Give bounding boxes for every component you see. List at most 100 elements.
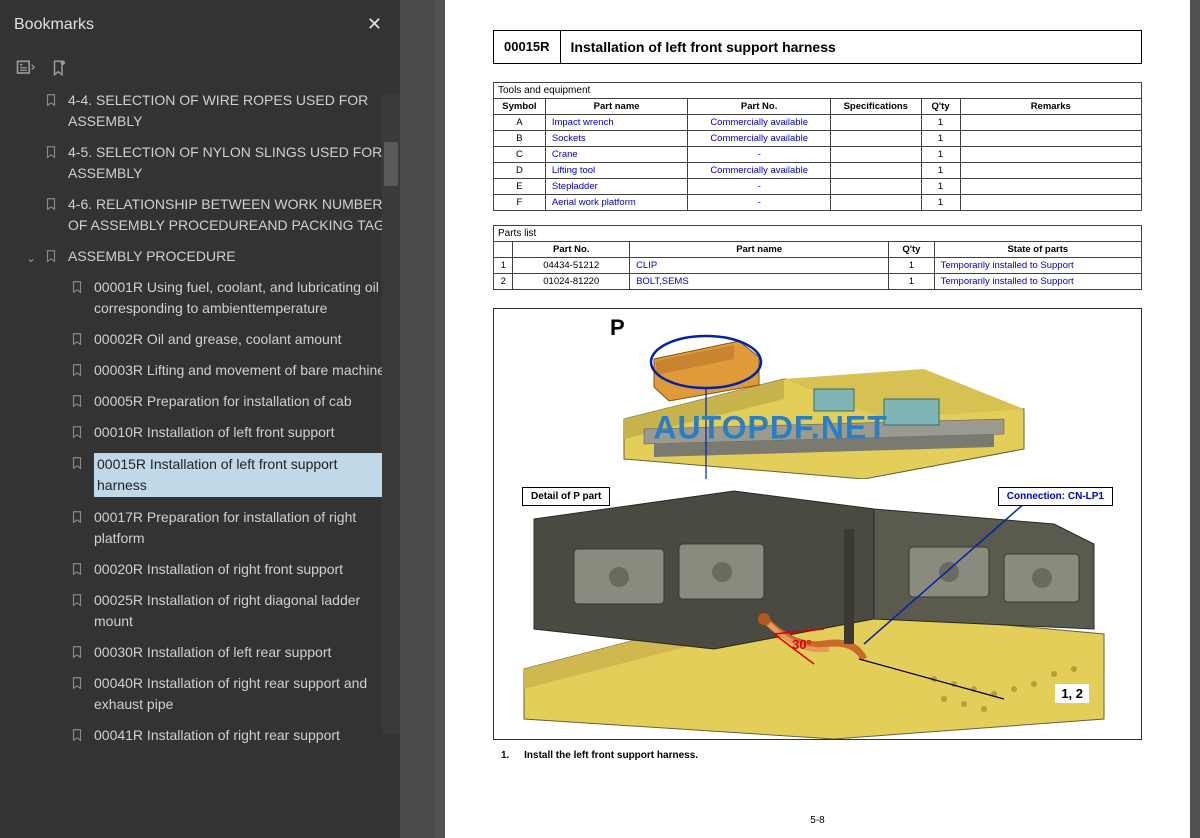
- bookmark-item[interactable]: 4-4. SELECTION OF WIRE ROPES USED FOR AS…: [14, 91, 392, 137]
- close-icon[interactable]: ✕: [363, 10, 386, 39]
- table-cell: CLIP: [630, 258, 889, 274]
- options-icon[interactable]: [14, 57, 36, 79]
- table-row: DLifting toolCommercially available 1: [494, 163, 1142, 179]
- bookmark-item[interactable]: 00040R Installation of right rear suppor…: [14, 668, 392, 720]
- bookmark-icon: [44, 144, 60, 162]
- table-cell: [830, 147, 921, 163]
- bookmark-label: 00002R Oil and grease, coolant amount: [94, 329, 388, 350]
- bookmark-item[interactable]: 00017R Preparation for installation of r…: [14, 502, 392, 554]
- table-header: Q'ty: [889, 242, 934, 258]
- splitter[interactable]: [400, 0, 435, 838]
- figure-top: P: [494, 309, 1141, 489]
- bookmark-list[interactable]: 4-4. SELECTION OF WIRE ROPES USED FOR AS…: [0, 91, 400, 838]
- page-area: AUTOPDF.NET 00015R Installation of left …: [435, 0, 1200, 838]
- bookmark-item[interactable]: 00030R Installation of left rear support: [14, 637, 392, 668]
- bookmark-label: 00030R Installation of left rear support: [94, 642, 388, 663]
- bookmark-item[interactable]: 00015R Installation of left front suppor…: [14, 448, 392, 502]
- table-cell: [960, 163, 1141, 179]
- bookmark-item[interactable]: 4-6. RELATIONSHIP BETWEEN WORK NUMBER OF…: [14, 189, 392, 241]
- bookmark-item[interactable]: ⌄ ASSEMBLY PROCEDURE: [14, 241, 392, 272]
- table-cell: Crane: [545, 147, 688, 163]
- table-cell: Temporarily installed to Support: [934, 274, 1141, 290]
- bookmark-icon: [70, 424, 86, 442]
- bookmark-label: 00020R Installation of right front suppo…: [94, 559, 388, 580]
- bookmark-item[interactable]: 00010R Installation of left front suppor…: [14, 417, 392, 448]
- table-cell: -: [688, 195, 831, 211]
- bookmark-label: 00025R Installation of right diagonal la…: [94, 590, 388, 632]
- bookmark-item[interactable]: 00041R Installation of right rear suppor…: [14, 720, 392, 751]
- caption-text: Install the left front support harness.: [524, 750, 698, 761]
- table-cell: 1: [921, 115, 960, 131]
- table-header: Part name: [630, 242, 889, 258]
- table-cell: F: [494, 195, 546, 211]
- parts-table: Part No.Part nameQ'tyState of parts 1044…: [493, 241, 1142, 290]
- table-cell: 1: [921, 195, 960, 211]
- figure-bottom: Detail of P part Connection: CN-LP1: [494, 489, 1141, 739]
- parts-callout: 1, 2: [1055, 684, 1089, 703]
- table-cell: Aerial work platform: [545, 195, 688, 211]
- table-row: CCrane-1: [494, 147, 1142, 163]
- bookmark-label: 4-5. SELECTION OF NYLON SLINGS USED FOR …: [68, 142, 388, 184]
- scrollbar-thumb[interactable]: [384, 142, 398, 186]
- bookmark-icon: [70, 561, 86, 579]
- chevron-down-icon[interactable]: ⌄: [26, 249, 42, 267]
- table-row: 104434-51212CLIP1Temporarily installed t…: [494, 258, 1142, 274]
- connection-label: Connection: CN-LP1: [998, 487, 1113, 506]
- table-cell: 1: [921, 179, 960, 195]
- table-cell: B: [494, 131, 546, 147]
- table-row: AImpact wrenchCommercially available1: [494, 115, 1142, 131]
- bookmark-label: 00005R Preparation for installation of c…: [94, 391, 388, 412]
- scrollbar-track[interactable]: [382, 94, 400, 734]
- bookmark-label: 00041R Installation of right rear suppor…: [94, 725, 388, 746]
- table-cell: D: [494, 163, 546, 179]
- table-cell: Lifting tool: [545, 163, 688, 179]
- sidebar-toolbar: [0, 49, 400, 91]
- table-cell: A: [494, 115, 546, 131]
- figure-caption: 1. Install the left front support harnes…: [493, 750, 1142, 761]
- bookmark-item[interactable]: 00001R Using fuel, coolant, and lubricat…: [14, 272, 392, 324]
- bookmark-item[interactable]: 00020R Installation of right front suppo…: [14, 554, 392, 585]
- table-header: Symbol: [494, 99, 546, 115]
- bookmark-icon: [70, 644, 86, 662]
- bookmark-icon: [44, 248, 60, 266]
- table-header: Part No.: [513, 242, 630, 258]
- table-header: [494, 242, 513, 258]
- bookmark-icon: [70, 362, 86, 380]
- caption-number: 1.: [501, 750, 509, 761]
- table-cell: -: [688, 179, 831, 195]
- table-row: BSocketsCommercially available1: [494, 131, 1142, 147]
- tools-section-label: Tools and equipment: [493, 82, 1142, 98]
- doc-code: 00015R: [494, 31, 561, 63]
- table-cell: 1: [921, 163, 960, 179]
- bookmark-label: 00010R Installation of left front suppor…: [94, 422, 388, 443]
- table-cell: Temporarily installed to Support: [934, 258, 1141, 274]
- figure: P: [493, 308, 1142, 740]
- doc-title-box: 00015R Installation of left front suppor…: [493, 30, 1142, 64]
- machine-detail-illustration: [514, 489, 1114, 739]
- table-cell: 1: [889, 274, 934, 290]
- table-cell: [960, 115, 1141, 131]
- table-row: EStepladder-1: [494, 179, 1142, 195]
- table-cell: Commercially available: [688, 163, 831, 179]
- bookmark-item[interactable]: 00002R Oil and grease, coolant amount: [14, 324, 392, 355]
- bookmark-item[interactable]: 00003R Lifting and movement of bare mach…: [14, 355, 392, 386]
- table-header: Part name: [545, 99, 688, 115]
- machine-top-illustration: [584, 319, 1044, 479]
- table-cell: 1: [921, 131, 960, 147]
- bookmark-label: 00040R Installation of right rear suppor…: [94, 673, 388, 715]
- bookmark-item[interactable]: 4-5. SELECTION OF NYLON SLINGS USED FOR …: [14, 137, 392, 189]
- bookmark-icon: [70, 727, 86, 745]
- bookmark-label: ASSEMBLY PROCEDURE: [68, 246, 388, 267]
- bookmark-ribbon-icon[interactable]: [48, 57, 70, 79]
- bookmark-item[interactable]: 00005R Preparation for installation of c…: [14, 386, 392, 417]
- sidebar-title: Bookmarks: [14, 16, 94, 34]
- table-cell: 1: [494, 258, 513, 274]
- table-cell: [960, 131, 1141, 147]
- bookmark-label: 4-6. RELATIONSHIP BETWEEN WORK NUMBER OF…: [68, 194, 388, 236]
- bookmark-icon: [70, 279, 86, 297]
- bookmark-icon: [70, 509, 86, 527]
- table-cell: [960, 195, 1141, 211]
- bookmark-icon: [44, 196, 60, 214]
- bookmark-item[interactable]: 00025R Installation of right diagonal la…: [14, 585, 392, 637]
- table-cell: 1: [921, 147, 960, 163]
